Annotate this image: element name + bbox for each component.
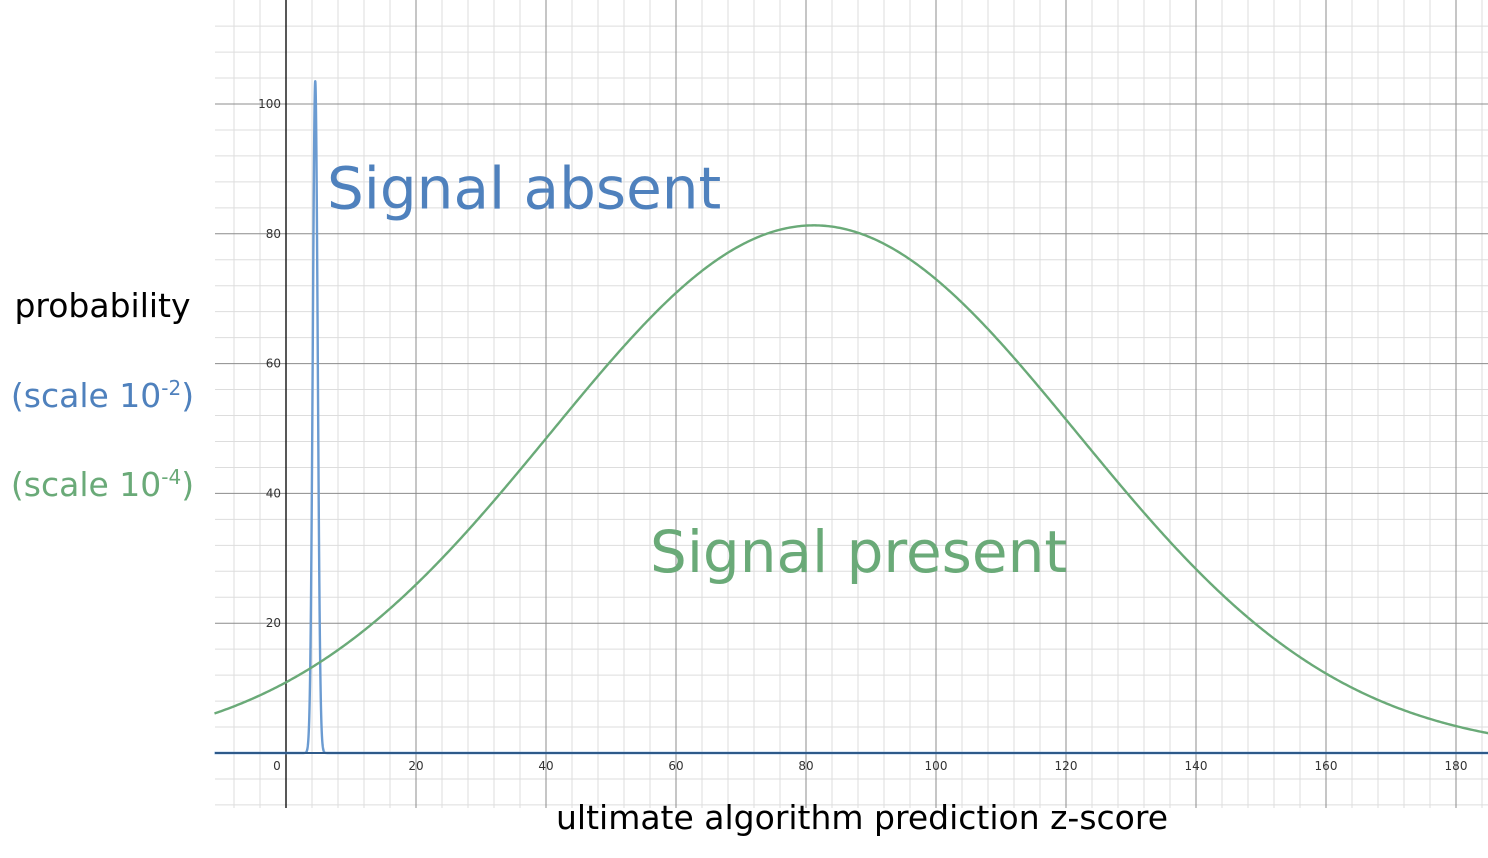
- y-tick-label: 100: [258, 97, 281, 111]
- scale-note-signal-present: (scale 10-4): [0, 465, 205, 504]
- x-tick-label: 60: [668, 759, 683, 773]
- scale-note-close: ): [181, 376, 195, 415]
- x-tick-label: 40: [538, 759, 553, 773]
- curve-label: Signal absent: [327, 154, 721, 222]
- x-tick-label: 0: [273, 759, 281, 773]
- scale-note-base: (scale 10: [10, 376, 162, 415]
- y-axis-label: probability: [14, 286, 191, 325]
- scale-note-base: (scale 10: [10, 465, 162, 504]
- curve-annotations: Signal absent Signal present: [327, 154, 1067, 585]
- scale-note-exponent: -4: [161, 465, 182, 489]
- x-tick-label: 100: [925, 759, 948, 773]
- x-axis-label: ultimate algorithm prediction z-score: [556, 798, 1168, 837]
- scale-note-signal-absent: (scale 10-2): [0, 376, 205, 415]
- series-curve-1: [214, 224, 1488, 735]
- tick-labels: 0 20 40 60 80 100 120 140 160 180 20 40 60 80 100: [258, 97, 1467, 773]
- x-tick-label: 180: [1445, 759, 1468, 773]
- minor-grid: [215, 0, 1488, 808]
- scale-note-exponent: -2: [161, 376, 182, 400]
- y-tick-label: 60: [266, 357, 281, 371]
- x-tick-label: 120: [1055, 759, 1078, 773]
- x-tick-label: 140: [1185, 759, 1208, 773]
- y-tick-label: 80: [266, 227, 281, 241]
- x-tick-label: 160: [1315, 759, 1338, 773]
- x-tick-label: 80: [798, 759, 813, 773]
- y-tick-label: 40: [266, 486, 281, 500]
- curve-label: Signal present: [650, 518, 1067, 586]
- curves: [213, 80, 1488, 755]
- x-tick-label: 20: [408, 759, 423, 773]
- scale-note-close: ): [181, 465, 195, 504]
- y-tick-label: 20: [266, 616, 281, 630]
- major-grid: [215, 0, 1488, 808]
